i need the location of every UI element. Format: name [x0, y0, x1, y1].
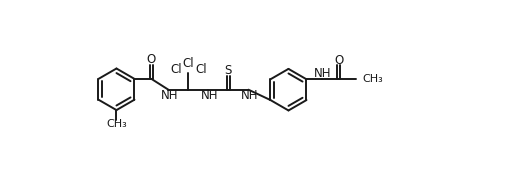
Text: CH₃: CH₃ — [362, 74, 383, 84]
Text: Cl: Cl — [170, 63, 182, 76]
Text: O: O — [334, 53, 344, 67]
Text: O: O — [147, 53, 156, 66]
Text: Cl: Cl — [182, 57, 194, 70]
Text: Cl: Cl — [195, 63, 207, 76]
Text: NH: NH — [314, 67, 331, 80]
Text: NH: NH — [240, 89, 258, 102]
Text: NH: NH — [160, 89, 178, 102]
Text: S: S — [225, 64, 232, 77]
Text: CH₃: CH₃ — [106, 119, 127, 129]
Text: NH: NH — [200, 89, 218, 102]
